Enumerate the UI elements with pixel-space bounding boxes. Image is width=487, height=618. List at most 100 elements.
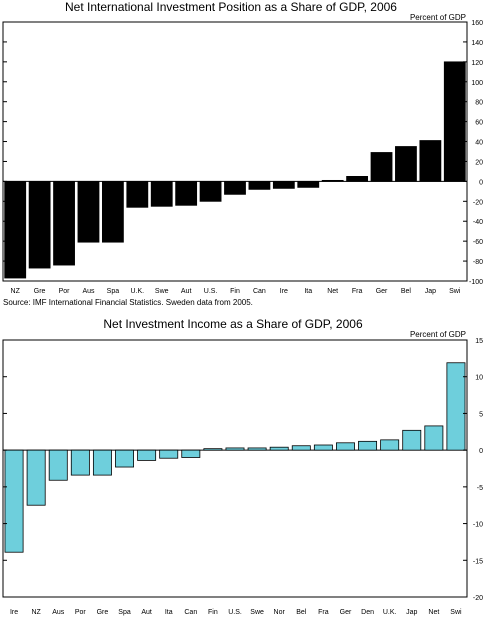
category-label: Fin — [208, 609, 218, 616]
category-label: U.K. — [131, 288, 145, 295]
bar-aut — [137, 449, 157, 461]
bar-swe — [247, 447, 267, 451]
category-label: Ire — [10, 609, 18, 616]
bar-fra — [313, 444, 333, 451]
nip-chart: Net International Investment Position as… — [2, 0, 483, 307]
bar-den — [358, 440, 378, 451]
y-tick-label: 160 — [471, 20, 483, 27]
category-label: U.S. — [228, 609, 242, 616]
bar-net — [321, 179, 344, 182]
y-tick-label: 80 — [475, 100, 483, 107]
bar-por — [53, 180, 75, 266]
nii-category-labels: Ire NZ Aus Por Gre Spa Aut Ita Can Fin U.S. Swe Nor B… — [10, 609, 462, 616]
y-tick-label: 100 — [471, 80, 483, 87]
y-tick-label: 0 — [479, 448, 483, 455]
bar-uk — [126, 180, 149, 208]
category-label: Den — [361, 609, 374, 616]
category-label: Gre — [97, 609, 109, 616]
category-label: U.K. — [383, 609, 397, 616]
bar-spa — [115, 449, 134, 468]
category-label: Can — [184, 609, 197, 616]
category-label: Swi — [449, 288, 461, 295]
y-tick-label: -10 — [473, 522, 483, 529]
bar-aus — [77, 180, 100, 243]
category-label: Net — [428, 609, 439, 616]
category-label: Net — [327, 288, 338, 295]
category-label: Por — [59, 288, 71, 295]
category-label: Spa — [118, 609, 131, 616]
category-label: Aut — [141, 609, 152, 616]
nip-category-labels: NZ Gre Por Aus Spa U.K. Swe Aut U.S. Fin Can Ire Ita… — [11, 288, 461, 295]
category-label: Jap — [425, 288, 436, 295]
category-label: Nor — [274, 609, 286, 616]
category-label: Por — [75, 609, 87, 616]
category-label: Fin — [230, 288, 240, 295]
y-tick-label: 140 — [471, 40, 483, 47]
y-tick-label: 5 — [479, 411, 483, 418]
category-label: Aus — [82, 288, 95, 295]
bar-can — [248, 180, 271, 190]
bar-fin — [203, 448, 223, 451]
bar-swe — [150, 180, 173, 207]
bar-ita — [159, 449, 179, 459]
bar-us — [199, 180, 222, 202]
y-tick-label: 120 — [471, 60, 483, 67]
bar-gre — [92, 449, 112, 476]
y-tick-label: -80 — [473, 259, 483, 266]
nii-chart: Net Investment Income as a Share of GDP,… — [2, 317, 483, 616]
category-label: Swe — [250, 609, 264, 616]
category-label: Aut — [181, 288, 192, 295]
category-label: NZ — [11, 288, 21, 295]
bar-ger — [370, 152, 393, 182]
nii-y-axis-label: Percent of GDP — [410, 330, 466, 339]
bar-can — [181, 449, 201, 458]
category-label: Swe — [155, 288, 169, 295]
bar-aus — [48, 449, 68, 481]
bar-nor — [269, 446, 289, 451]
bar-bel — [395, 146, 417, 182]
y-tick-label: 10 — [475, 375, 483, 382]
bar-jap — [419, 140, 442, 182]
nip-bars — [4, 61, 466, 279]
bar-ire — [4, 449, 24, 553]
nii-bars — [4, 362, 466, 553]
category-label: Jap — [406, 609, 417, 616]
y-tick-label: 15 — [475, 338, 483, 345]
category-label: Aus — [52, 609, 65, 616]
nip-chart-title: Net International Investment Position as… — [65, 0, 397, 14]
nip-y-ticks: -100 -80 -60 -40 -20 0 20 40 60 80 100 120 140 160 — [3, 20, 483, 286]
category-label: Can — [253, 288, 266, 295]
nii-y-ticks: -20 -15 -10 -5 0 5 10 15 — [3, 338, 483, 602]
y-tick-label: 40 — [475, 140, 483, 147]
bar-us — [225, 447, 245, 451]
y-tick-label: 20 — [475, 159, 483, 166]
category-label: NZ — [31, 609, 41, 616]
nip-source-note: Source: IMF International Financial Stat… — [3, 298, 253, 307]
bar-aut — [175, 180, 198, 206]
bar-gre — [28, 180, 51, 269]
bar-nz — [26, 449, 46, 506]
bar-net — [424, 425, 444, 451]
nii-chart-title: Net Investment Income as a Share of GDP,… — [103, 317, 363, 331]
y-tick-label: -100 — [469, 279, 483, 286]
bar-nz — [4, 180, 27, 279]
category-label: Gre — [34, 288, 46, 295]
bar-swi — [446, 362, 466, 451]
bar-ire — [272, 180, 295, 189]
category-label: Ire — [280, 288, 288, 295]
nip-plot-frame — [2, 21, 468, 282]
y-tick-label: 0 — [479, 179, 483, 186]
category-label: Ita — [304, 288, 312, 295]
category-label: Bel — [401, 288, 412, 295]
bar-ger — [336, 442, 355, 451]
category-label: Bel — [296, 609, 307, 616]
y-tick-label: -5 — [477, 485, 483, 492]
category-label: Spa — [107, 288, 120, 295]
category-label: U.S. — [204, 288, 218, 295]
y-tick-label: -20 — [473, 199, 483, 206]
category-label: Fra — [352, 288, 363, 295]
nip-y-axis-label: Percent of GDP — [410, 13, 466, 22]
bar-fin — [224, 180, 246, 195]
bar-por — [70, 449, 90, 476]
